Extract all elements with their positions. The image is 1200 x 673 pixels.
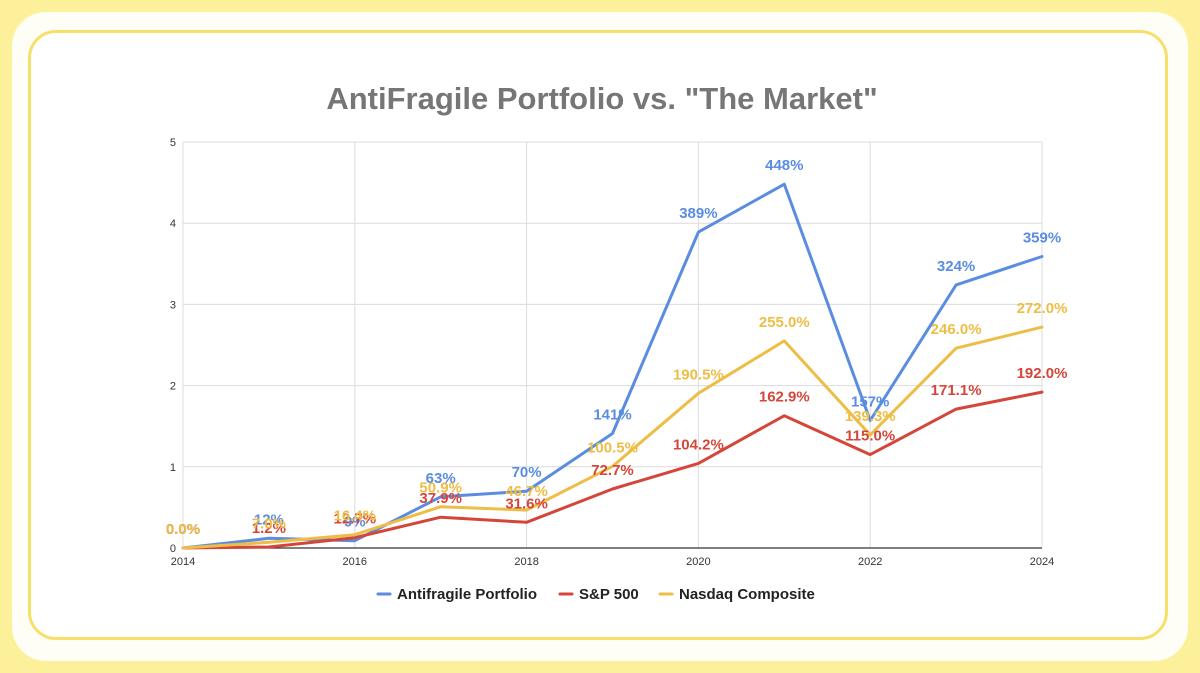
- data-label: 157%: [851, 394, 889, 411]
- data-label: 448%: [765, 157, 803, 174]
- data-label: 16.4%: [334, 508, 377, 525]
- data-label: 141%: [593, 407, 631, 424]
- data-label: 37.9%: [419, 490, 462, 507]
- data-label: 272.0%: [1017, 300, 1068, 317]
- data-label: 104.2%: [673, 436, 724, 453]
- chart-axes: 0 1 2 3 4 5 2014 2016 2018 2020 2022 2024: [170, 137, 1054, 568]
- data-label: 1.2%: [252, 520, 286, 537]
- series-line-antifragile-portfolio: [181, 182, 1044, 550]
- data-label: 255.0%: [759, 314, 810, 331]
- chart-legend: Antifragile Portfolio S&P 500 Nasdaq Compo…: [376, 586, 815, 603]
- data-label: 324%: [937, 258, 975, 275]
- data-label: 7.0%: [252, 515, 286, 532]
- data-label: 9%: [344, 514, 366, 531]
- data-label: 0.0%: [166, 521, 200, 538]
- data-label: 0.0%: [166, 521, 200, 538]
- legend-label: Antifragile Portfolio: [397, 586, 537, 603]
- x-tick-label: 2018: [514, 556, 538, 568]
- x-tick-label: 2022: [858, 556, 882, 568]
- data-label: 171.1%: [931, 382, 982, 399]
- x-tick-label: 2020: [686, 556, 710, 568]
- data-label: 246.0%: [931, 321, 982, 338]
- legend-label: S&P 500: [579, 586, 639, 603]
- series-line-nasdaq-composite: [181, 325, 1044, 550]
- chart-card: [28, 30, 1168, 640]
- data-label: 50.9%: [419, 480, 462, 497]
- y-tick-label: 1: [170, 462, 176, 474]
- chart-title: AntiFragile Portfolio vs. "The Market": [326, 81, 877, 116]
- chart-gridlines: [182, 141, 1043, 548]
- legend-label: Nasdaq Composite: [679, 586, 815, 603]
- data-label: 12.7%: [334, 511, 377, 528]
- data-label: 12%: [254, 511, 284, 528]
- x-tick-label: 2016: [343, 556, 367, 568]
- data-label: 31.6%: [505, 495, 548, 512]
- y-tick-label: 5: [170, 137, 176, 149]
- data-label: 115.0%: [845, 428, 895, 445]
- y-tick-label: 0: [170, 543, 176, 555]
- data-label: 192.0%: [1017, 365, 1068, 382]
- data-label: 190.5%: [673, 366, 724, 383]
- data-label: 63%: [426, 470, 456, 487]
- series-line-s-p-500: [181, 390, 1044, 550]
- data-label: 70%: [512, 464, 542, 481]
- data-label: 359%: [1023, 229, 1061, 246]
- y-tick-label: 4: [170, 218, 176, 230]
- data-label: 0.0%: [166, 521, 200, 538]
- data-label: 46.7%: [505, 483, 548, 500]
- data-label: 389%: [679, 205, 717, 222]
- y-tick-label: 3: [170, 299, 176, 311]
- data-label: 162.9%: [759, 389, 810, 406]
- y-tick-label: 2: [170, 381, 176, 393]
- x-tick-label: 2024: [1030, 556, 1054, 568]
- chart-series-lines: [181, 182, 1044, 550]
- x-tick-label: 2014: [171, 556, 195, 568]
- chart-data-labels: 0.0%12% 9%63% 70%141%389%448%157%324%359%0…: [166, 157, 1068, 538]
- data-label: 100.5%: [587, 439, 638, 456]
- data-label: 139.3%: [845, 408, 896, 425]
- data-label: 72.7%: [591, 462, 634, 479]
